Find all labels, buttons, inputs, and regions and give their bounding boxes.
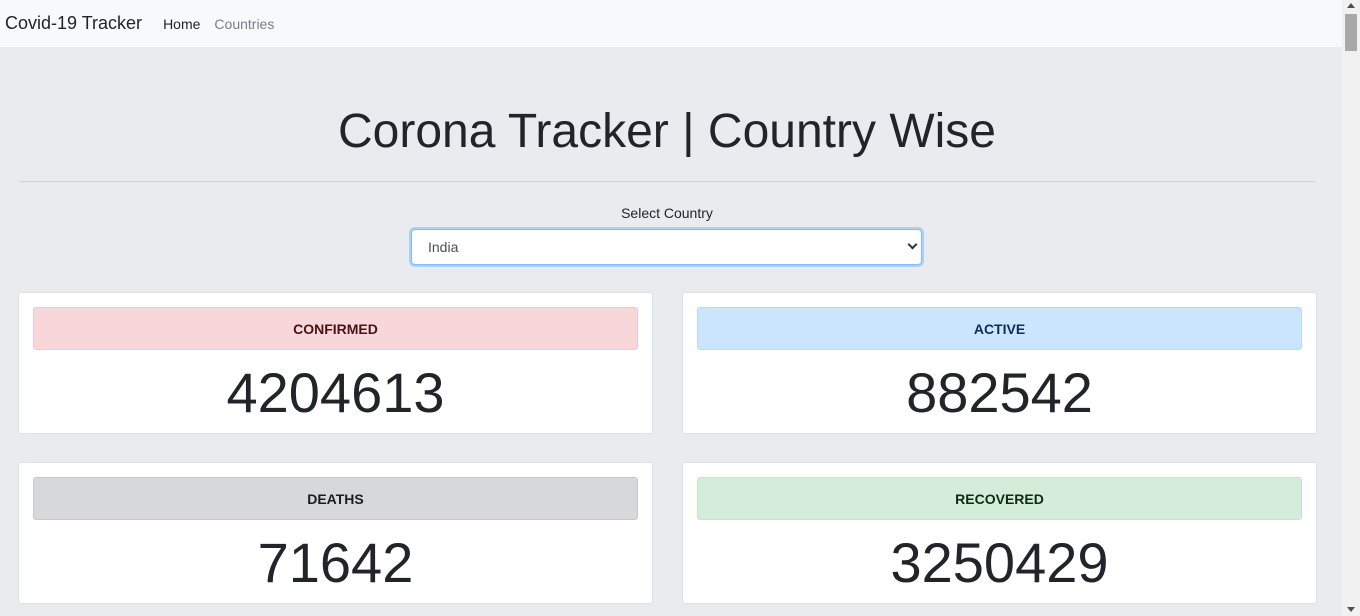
- country-select[interactable]: India: [411, 229, 922, 265]
- scroll-down-arrow-icon[interactable]: [1347, 607, 1355, 612]
- deaths-card: DEATHS 71642: [18, 462, 653, 604]
- deaths-value: 71642: [257, 531, 414, 594]
- scrollbar-thumb[interactable]: [1345, 14, 1357, 51]
- confirmed-header: CONFIRMED: [33, 307, 638, 350]
- recovered-value: 3250429: [890, 531, 1109, 594]
- recovered-card: RECOVERED 3250429: [682, 462, 1317, 604]
- chevron-down-icon: [907, 239, 918, 250]
- active-header: ACTIVE: [697, 307, 1302, 350]
- active-value: 882542: [906, 361, 1093, 424]
- active-card: ACTIVE 882542: [682, 292, 1317, 434]
- page-scrollbar[interactable]: [1342, 0, 1360, 616]
- recovered-header: RECOVERED: [697, 477, 1302, 520]
- nav-link-countries[interactable]: Countries: [214, 15, 275, 32]
- scroll-up-arrow-icon[interactable]: [1347, 3, 1355, 8]
- nav-link-home[interactable]: Home: [163, 15, 201, 32]
- country-select-label: Select Country: [621, 205, 713, 221]
- country-select-value: India: [428, 239, 459, 255]
- title-divider: [19, 181, 1315, 182]
- navbar: Covid-19 Tracker Home Countries: [0, 0, 1342, 47]
- brand-link[interactable]: Covid-19 Tracker: [5, 13, 143, 33]
- confirmed-card: CONFIRMED 4204613: [18, 292, 653, 434]
- confirmed-value: 4204613: [226, 361, 445, 424]
- page-title: Corona Tracker | Country Wise: [337, 105, 996, 158]
- deaths-header: DEATHS: [33, 477, 638, 520]
